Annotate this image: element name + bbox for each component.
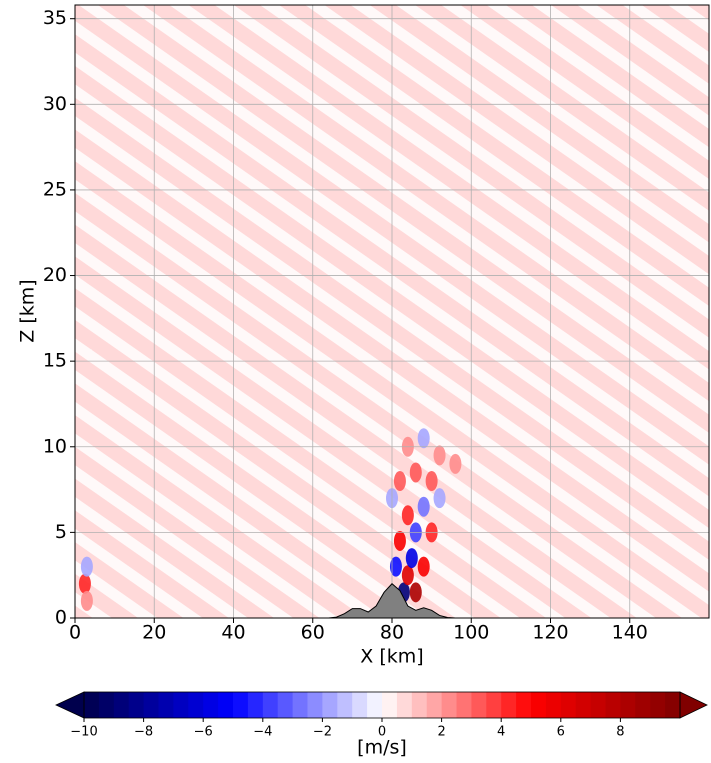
colorbar-band [367, 692, 383, 718]
colorbar-extend-min [55, 691, 85, 719]
colorbar-band [173, 692, 189, 718]
colorbar-band [188, 692, 204, 718]
colorbar-band [203, 692, 219, 718]
colorbar-band [486, 692, 502, 718]
y-tick-label: 20 [43, 264, 67, 286]
y-tick-label: 5 [55, 521, 67, 543]
terrain [328, 583, 456, 618]
colorbar-band [128, 692, 145, 718]
field-cell [78, 573, 91, 594]
x-tick-label: 0 [69, 622, 81, 644]
colorbar-tick-label: 2 [437, 725, 445, 740]
x-tick-label: 40 [221, 622, 245, 644]
colorbar-band [337, 692, 353, 718]
field-cell [405, 548, 418, 569]
x-tick-label: 140 [612, 622, 648, 644]
field-cell [393, 530, 406, 551]
field-cell [401, 565, 414, 586]
field-cell [417, 556, 430, 577]
colorbar-tick-label: 0 [378, 725, 386, 740]
colorbar-band [650, 692, 666, 718]
y-tick-label: 10 [43, 435, 67, 457]
colorbar-tick-label: −10 [70, 725, 97, 740]
field-cell [409, 462, 422, 483]
colorbar-band [501, 692, 517, 718]
field-cell [417, 496, 430, 517]
colorbar-band [575, 692, 592, 718]
field-cell [417, 428, 430, 449]
colorbar-tick-label: 4 [497, 725, 505, 740]
field-cell [449, 453, 462, 474]
colorbar-band [98, 692, 115, 718]
colorbar-band [143, 692, 159, 718]
colorbar-band [233, 692, 249, 718]
colorbar-band [113, 692, 130, 718]
field-cell [80, 556, 93, 577]
colorbar-band [247, 692, 264, 718]
field-cell [433, 488, 446, 509]
y-tick-label: 0 [55, 607, 67, 629]
colorbar-band [307, 692, 323, 718]
field-cell [433, 445, 446, 466]
field-cell [80, 590, 93, 611]
colorbar-tick-label: −2 [313, 725, 332, 740]
colorbar-band [635, 692, 651, 718]
colorbar-tick-label: −4 [253, 725, 272, 740]
colorbar-extend-max [679, 691, 708, 719]
colorbar-band [382, 692, 398, 718]
colorbar-label: [m/s] [357, 737, 407, 759]
colorbar-band [158, 692, 174, 718]
colorbar-band [411, 692, 428, 718]
x-tick-label: 60 [301, 622, 325, 644]
plot-area [75, 5, 709, 618]
colorbar-band [516, 692, 532, 718]
x-tick-label: 20 [142, 622, 166, 644]
colorbar-band [352, 692, 368, 718]
colorbar-band [471, 692, 487, 718]
x-tick-label: 80 [380, 622, 404, 644]
colorbar-band [456, 692, 472, 718]
y-axis-label: Z [km] [17, 279, 39, 342]
colorbar-band [396, 692, 413, 718]
y-tick-label: 35 [43, 7, 67, 29]
x-tick-label: 120 [532, 622, 568, 644]
colorbar-band [531, 692, 547, 718]
colorbar-band [292, 692, 308, 718]
colorbar-tick-label: −8 [134, 725, 153, 740]
colorbar-band [262, 692, 279, 718]
colorbar-band [84, 692, 100, 718]
colorbar-band [218, 692, 234, 718]
colorbar-band [560, 692, 577, 718]
field-cell [393, 471, 406, 492]
field-cell [409, 582, 422, 603]
x-axis-label: X [km] [360, 646, 423, 668]
colorbar-band [620, 692, 636, 718]
colorbar-band [322, 692, 338, 718]
field-cell [425, 471, 438, 492]
colorbar-band [590, 692, 606, 718]
x-tick-label: 100 [453, 622, 489, 644]
colorbar-band [545, 692, 562, 718]
colorbar-band [665, 692, 681, 718]
field-cell [389, 556, 402, 577]
colorbar-tick-label: 8 [616, 725, 624, 740]
colorbar-band [605, 692, 621, 718]
colorbar-band [426, 692, 443, 718]
y-tick-label: 30 [43, 93, 67, 115]
colorbar-tick-label: 6 [557, 725, 565, 740]
colorbar-tick-label: −6 [194, 725, 213, 740]
colorbar-band [277, 692, 294, 718]
field-cell [401, 505, 414, 526]
colorbar-band [441, 692, 457, 718]
y-tick-label: 15 [43, 350, 67, 372]
y-tick-label: 25 [43, 178, 67, 200]
